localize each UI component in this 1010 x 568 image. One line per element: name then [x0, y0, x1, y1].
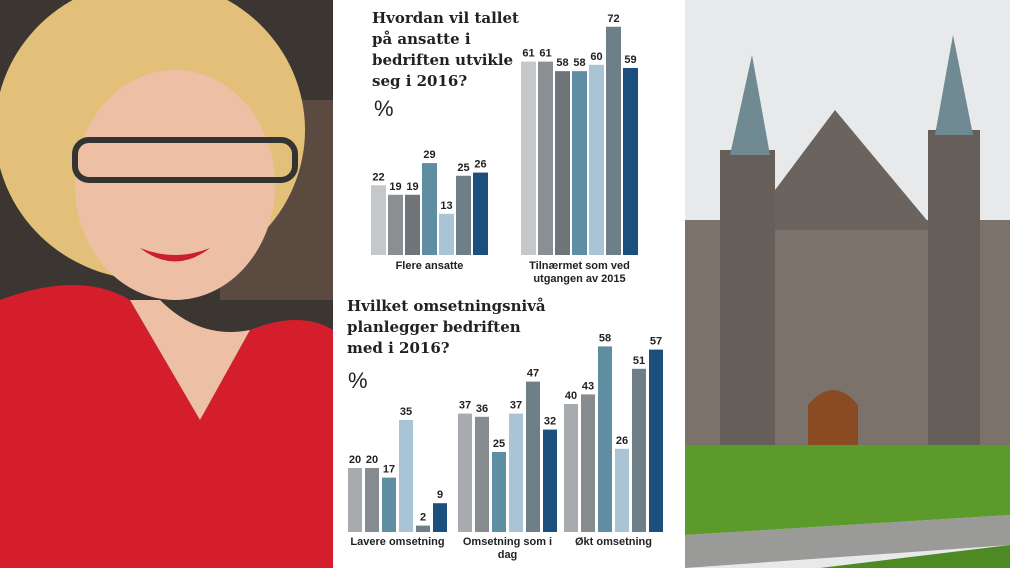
- unit-label: %: [348, 368, 368, 393]
- value-label: 36: [476, 403, 488, 415]
- value-label: 19: [389, 181, 401, 193]
- bar: [399, 420, 413, 532]
- bar: [371, 185, 386, 255]
- bar: [623, 67, 638, 255]
- value-label: 26: [616, 435, 628, 447]
- value-label: 57: [650, 336, 662, 348]
- bar: [433, 503, 447, 532]
- value-label: 43: [582, 380, 594, 392]
- value-label: 37: [459, 400, 471, 412]
- tower: [928, 130, 980, 445]
- value-label: 20: [349, 454, 361, 466]
- value-label: 58: [599, 332, 611, 344]
- value-label: 40: [565, 390, 577, 402]
- bar: [598, 346, 612, 532]
- bar: [405, 194, 420, 255]
- lips: [140, 248, 210, 262]
- spire: [935, 35, 973, 135]
- spire: [730, 55, 770, 155]
- tower: [720, 150, 775, 445]
- bar: [475, 416, 489, 532]
- unit-label: %: [374, 96, 394, 121]
- value-label: 72: [607, 13, 619, 25]
- value-label: 61: [522, 48, 534, 60]
- bar: [521, 61, 536, 255]
- value-label: 22: [372, 171, 384, 183]
- category-label: Økt omsetning: [574, 536, 652, 548]
- category-label: Tilnærmet som ved utgangen av 2015: [529, 260, 630, 285]
- bar: [581, 394, 595, 532]
- value-label: 13: [440, 200, 452, 212]
- bar: [632, 368, 646, 532]
- value-label: 17: [383, 464, 395, 476]
- value-label: 25: [457, 162, 469, 174]
- face: [75, 70, 275, 300]
- value-label: 35: [400, 406, 412, 418]
- neck: [130, 300, 250, 420]
- road: [685, 515, 1010, 568]
- bar: [538, 61, 553, 255]
- bar: [388, 194, 403, 255]
- value-label: 60: [590, 51, 602, 63]
- bar: [526, 381, 540, 532]
- bar: [473, 172, 488, 255]
- value-label: 58: [573, 57, 585, 69]
- value-label: 32: [544, 416, 556, 428]
- value-label: 29: [423, 149, 435, 161]
- chart-title: Hvordan vil tallet på ansatte i bedrifte…: [372, 9, 519, 90]
- chart-title: Hvilket omsetningsnivå planlegger bedrif…: [347, 297, 546, 357]
- category-label: Flere ansatte: [395, 260, 464, 272]
- bar: [564, 404, 578, 532]
- value-label: 26: [474, 159, 486, 171]
- value-label: 25: [493, 438, 505, 450]
- value-label: 58: [556, 57, 568, 69]
- value-label: 51: [633, 355, 645, 367]
- bar: [555, 71, 570, 255]
- value-label: 59: [624, 54, 636, 66]
- value-label: 19: [406, 181, 418, 193]
- bar: [458, 413, 472, 532]
- value-label: 37: [510, 400, 522, 412]
- bar: [416, 525, 430, 532]
- bar: [348, 468, 362, 532]
- bar: [589, 64, 604, 255]
- value-label: 2: [420, 512, 426, 524]
- value-label: 61: [539, 48, 551, 60]
- bar: [422, 163, 437, 255]
- value-label: 47: [527, 368, 539, 380]
- category-label: Omsetning som i dag: [462, 536, 553, 561]
- bar: [509, 413, 523, 532]
- glasses: [72, 137, 298, 183]
- dress: [0, 285, 333, 568]
- lawn: [685, 445, 1010, 535]
- bar: [649, 349, 663, 532]
- bar: [543, 429, 557, 532]
- bar: [365, 468, 379, 532]
- value-label: 20: [366, 454, 378, 466]
- bar: [456, 175, 471, 255]
- gable: [745, 110, 935, 230]
- grass: [820, 545, 1010, 568]
- category-label: Lavere omsetning: [350, 536, 445, 548]
- bar: [439, 213, 454, 255]
- value-label: 9: [437, 489, 443, 501]
- bar: [492, 452, 506, 532]
- bar: [606, 26, 621, 256]
- bar: [382, 477, 396, 532]
- bar: [572, 71, 587, 255]
- door: [808, 390, 858, 445]
- bar: [615, 448, 629, 532]
